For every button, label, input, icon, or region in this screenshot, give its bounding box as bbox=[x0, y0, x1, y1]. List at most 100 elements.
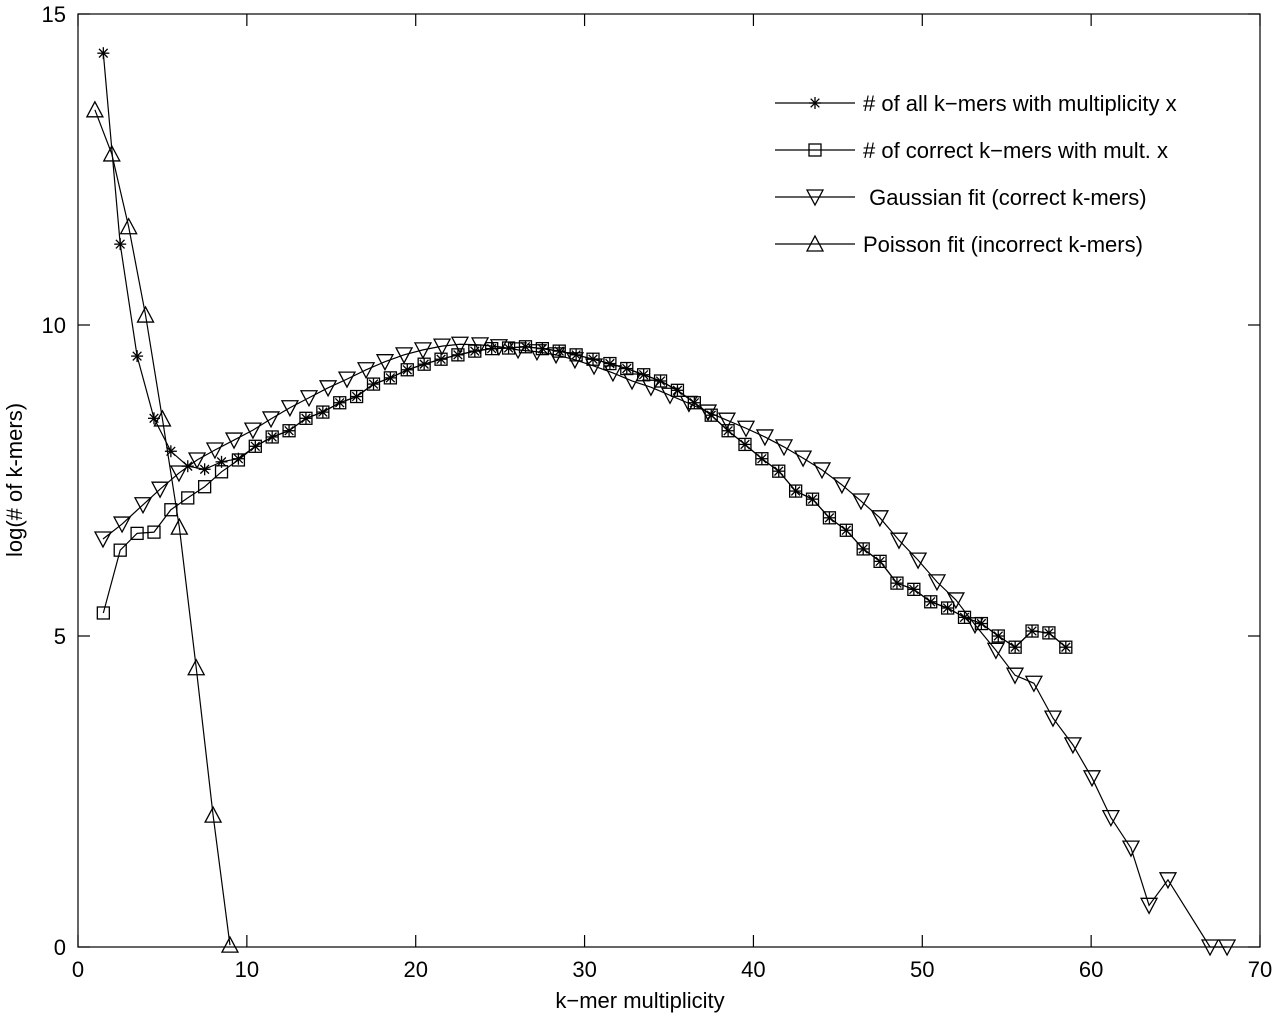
marker bbox=[349, 389, 364, 404]
legend-label: Gaussian fit (correct k-mers) bbox=[863, 185, 1147, 210]
marker bbox=[736, 420, 756, 438]
marker bbox=[755, 452, 769, 466]
marker bbox=[333, 396, 347, 410]
marker-shape bbox=[261, 411, 281, 429]
marker bbox=[133, 497, 153, 515]
marker-shape bbox=[603, 356, 617, 371]
marker bbox=[965, 617, 985, 635]
marker-shape bbox=[873, 554, 887, 569]
marker bbox=[243, 422, 263, 440]
marker-shape bbox=[1121, 840, 1141, 858]
marker bbox=[470, 337, 490, 355]
y-tick-label: 5 bbox=[54, 624, 66, 649]
marker-shape bbox=[150, 481, 170, 499]
marker bbox=[873, 554, 887, 569]
marker-shape bbox=[839, 523, 853, 537]
marker-shape bbox=[805, 189, 825, 207]
marker-shape bbox=[112, 516, 132, 534]
marker bbox=[93, 531, 113, 549]
marker bbox=[113, 543, 127, 557]
marker bbox=[1005, 667, 1025, 685]
marker-shape bbox=[102, 144, 121, 162]
marker-shape bbox=[641, 379, 661, 397]
plot-frame bbox=[77, 13, 1261, 948]
marker bbox=[97, 47, 110, 60]
marker bbox=[774, 439, 794, 457]
marker bbox=[1158, 872, 1178, 890]
marker-shape bbox=[1005, 667, 1025, 685]
marker bbox=[603, 356, 617, 371]
marker bbox=[1008, 640, 1022, 654]
marker-shape bbox=[927, 574, 947, 592]
y-tick-label: 15 bbox=[42, 2, 66, 27]
marker-shape bbox=[224, 432, 244, 450]
marker-shape bbox=[991, 629, 1005, 643]
marker-shape bbox=[986, 642, 1005, 660]
marker-shape bbox=[755, 429, 774, 447]
marker bbox=[991, 629, 1005, 643]
series-line bbox=[94, 109, 231, 946]
marker-shape bbox=[832, 477, 851, 495]
marker bbox=[927, 574, 947, 592]
marker bbox=[224, 432, 244, 450]
marker bbox=[282, 424, 296, 438]
marker bbox=[641, 379, 661, 397]
marker bbox=[147, 525, 161, 539]
marker bbox=[1101, 809, 1120, 828]
legend-label: # of all k−mers with multiplicity x bbox=[863, 91, 1177, 116]
marker bbox=[316, 405, 330, 419]
legend-marker bbox=[808, 143, 822, 157]
marker-shape bbox=[1139, 897, 1159, 915]
marker-shape bbox=[85, 100, 104, 118]
series-line bbox=[102, 343, 1228, 948]
marker-shape bbox=[805, 492, 820, 506]
marker-shape bbox=[1200, 939, 1220, 957]
marker-shape bbox=[187, 658, 206, 676]
marker bbox=[150, 481, 170, 499]
y-axis-label: log(# of k-mers) bbox=[2, 403, 27, 557]
marker bbox=[1217, 939, 1237, 957]
marker-shape bbox=[133, 497, 153, 515]
marker-shape bbox=[394, 347, 414, 365]
marker-shape bbox=[1217, 939, 1237, 957]
marker-stroke bbox=[216, 457, 227, 467]
legend-marker bbox=[805, 189, 825, 207]
marker bbox=[220, 935, 240, 953]
marker-shape bbox=[518, 340, 533, 354]
marker-shape bbox=[908, 552, 928, 570]
marker-shape bbox=[965, 617, 985, 635]
marker-shape bbox=[805, 234, 825, 252]
marker-shape bbox=[93, 531, 113, 549]
marker-shape bbox=[413, 342, 433, 360]
marker-shape bbox=[1043, 710, 1063, 728]
marker bbox=[584, 358, 604, 376]
marker-shape bbox=[1025, 624, 1039, 638]
marker bbox=[432, 338, 452, 356]
marker bbox=[603, 365, 623, 383]
y-tick-label: 0 bbox=[54, 935, 66, 960]
marker-shape bbox=[169, 465, 189, 483]
marker-shape bbox=[417, 357, 431, 371]
marker bbox=[248, 439, 262, 453]
marker-stroke bbox=[98, 48, 109, 58]
marker bbox=[527, 344, 547, 362]
marker bbox=[679, 395, 699, 413]
marker-stroke bbox=[115, 239, 125, 249]
marker bbox=[1200, 939, 1220, 957]
marker bbox=[788, 484, 803, 498]
marker-shape bbox=[147, 525, 161, 539]
marker bbox=[565, 352, 585, 370]
marker-shape bbox=[337, 371, 357, 389]
marker bbox=[413, 342, 433, 360]
marker bbox=[717, 412, 737, 430]
marker bbox=[924, 595, 938, 609]
marker bbox=[136, 305, 155, 323]
marker bbox=[889, 532, 909, 550]
marker-shape bbox=[214, 465, 229, 479]
marker bbox=[153, 409, 172, 427]
marker-shape bbox=[717, 412, 737, 430]
marker-shape bbox=[265, 430, 279, 444]
marker-shape bbox=[220, 935, 240, 953]
marker bbox=[755, 429, 774, 447]
marker-shape bbox=[1101, 809, 1120, 828]
